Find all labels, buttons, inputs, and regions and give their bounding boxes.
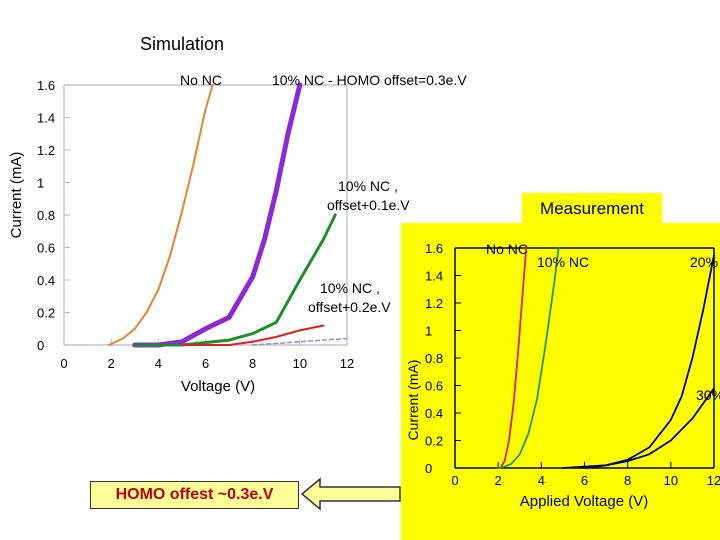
x-tick-label: 0 — [60, 356, 67, 371]
measurement-series — [497, 247, 715, 469]
x-tick-label: 6 — [581, 473, 588, 488]
y-tick-label: 1 — [37, 176, 44, 191]
x-tick-label: 12 — [340, 356, 354, 371]
y-tick-label: 0.8 — [37, 208, 55, 223]
measurement-y-label: Current (mA) — [405, 360, 421, 441]
y-tick-label: 1.4 — [425, 269, 443, 284]
series-line-0 — [107, 84, 214, 346]
y-tick-label: 1.6 — [37, 78, 55, 93]
simulation-axes: 0 2 4 6 8 10 12 0 0.2 0.4 0.6 0.8 1 1.2 1.4 1.6 — [37, 78, 354, 371]
series-line-1 — [132, 82, 303, 348]
y-tick-label: 0.2 — [37, 306, 55, 321]
annotation-offset-02-line1: 10% NC , — [320, 280, 380, 296]
y-tick-label: 0.6 — [425, 379, 443, 394]
x-tick-label: 8 — [249, 356, 256, 371]
annotation-offset-01-line2: offset+0.1e.V — [327, 197, 410, 213]
annotation-no-nc: No NC — [180, 72, 223, 88]
measurement-y-label-text: Current (mA) — [405, 360, 421, 441]
series-line-1 — [497, 247, 560, 469]
x-tick-label: 2 — [108, 356, 115, 371]
x-tick-label: 8 — [624, 473, 631, 488]
simulation-x-label: Voltage (V) — [181, 378, 255, 395]
measurement-title: Measurement — [522, 193, 662, 225]
simulation-series — [107, 82, 348, 348]
annotation-meas-30: 30% — [696, 387, 720, 403]
y-tick-label: 0.2 — [425, 434, 443, 449]
measurement-axes: 0 2 4 6 8 10 12 0 0.2 0.4 0.6 0.8 1 1.2 1.4 1.6 — [425, 241, 720, 488]
x-tick-label: 10 — [664, 473, 678, 488]
y-tick-label: 1.6 — [425, 241, 443, 256]
x-tick-label: 6 — [202, 356, 209, 371]
x-tick-label: 4 — [155, 356, 162, 371]
homo-offset-note: HOMO offest ~0.3e.V — [90, 481, 299, 509]
annotation-homo-offset: 10% NC - HOMO offset=0.3e.V — [272, 72, 467, 88]
annotation-offset-02-line2: offset+0.2e.V — [308, 299, 391, 315]
y-tick-label: 1.2 — [37, 143, 55, 158]
measurement-x-label: Applied Voltage (V) — [520, 493, 648, 510]
x-tick-label: 4 — [538, 473, 545, 488]
simulation-y-label: Current (mA) — [8, 152, 25, 239]
x-tick-label: 12 — [707, 473, 720, 488]
y-tick-label: 1.2 — [425, 296, 443, 311]
x-tick-label: 0 — [451, 473, 458, 488]
y-tick-label: 0.4 — [37, 273, 55, 288]
annotation-offset-01-line1: 10% NC , — [338, 178, 398, 194]
y-tick-label: 0 — [37, 338, 44, 353]
left-arrow-icon — [300, 477, 401, 511]
annotation-meas-10-nc: 10% NC — [537, 254, 590, 270]
series-line-3 — [562, 387, 715, 469]
measurement-panel — [401, 223, 720, 540]
series-line-4 — [251, 337, 348, 346]
y-tick-label: 1.4 — [37, 111, 55, 126]
y-tick-label: 0.6 — [37, 241, 55, 256]
series-line-2 — [583, 253, 715, 469]
annotation-meas-20: 20% — [690, 254, 719, 270]
annotation-meas-no-nc: No NC — [486, 241, 529, 257]
series-line-0 — [499, 247, 528, 469]
y-tick-label: 0 — [425, 461, 432, 476]
x-tick-label: 10 — [293, 356, 307, 371]
simulation-title: Simulation — [140, 34, 225, 54]
x-tick-label: 2 — [495, 473, 502, 488]
y-tick-label: 1 — [425, 324, 432, 339]
y-tick-label: 0.8 — [425, 351, 443, 366]
y-tick-label: 0.4 — [425, 406, 443, 421]
series-line-3 — [180, 324, 325, 346]
